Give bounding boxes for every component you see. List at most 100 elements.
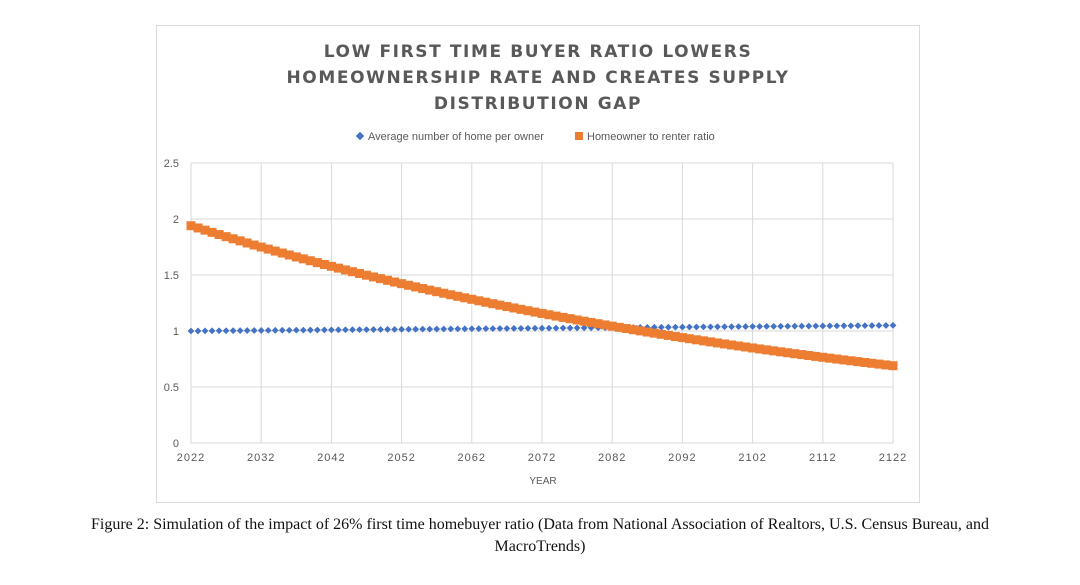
data-point-avg-homes	[770, 322, 778, 330]
data-point-avg-homes	[861, 322, 869, 330]
data-point-avg-homes	[320, 326, 328, 334]
data-point-owner-renter	[495, 300, 505, 310]
data-point-owner-renter	[579, 316, 589, 326]
data-point-avg-homes	[187, 327, 195, 335]
data-point-owner-renter	[755, 344, 765, 354]
data-point-owner-renter	[369, 272, 379, 282]
data-point-owner-renter	[537, 308, 547, 318]
chart-frame: LOW FIRST TIME BUYER RATIO LOWERS HOMEOW…	[156, 25, 920, 503]
data-point-owner-renter	[502, 302, 512, 312]
data-point-owner-renter	[277, 248, 287, 258]
data-point-avg-homes	[552, 324, 560, 332]
data-point-owner-renter	[741, 342, 751, 352]
data-point-avg-homes	[693, 323, 700, 331]
data-point-avg-homes	[889, 322, 897, 329]
data-point-avg-homes	[854, 322, 862, 330]
data-point-avg-homes	[791, 322, 799, 330]
data-point-avg-homes	[229, 327, 237, 335]
data-point-owner-renter	[593, 319, 603, 329]
series-avg-homes-per-owner	[187, 322, 897, 335]
data-point-avg-homes	[763, 323, 771, 330]
data-point-owner-renter	[291, 252, 301, 262]
data-point-owner-renter	[509, 303, 519, 313]
chart-svg: LOW FIRST TIME BUYER RATIO LOWERS HOMEOW…	[164, 42, 907, 487]
data-point-avg-homes	[671, 323, 679, 331]
data-point-owner-renter	[221, 232, 231, 242]
data-point-avg-homes	[412, 325, 420, 333]
data-point-owner-renter	[839, 355, 849, 365]
data-point-owner-renter	[656, 329, 666, 339]
data-point-avg-homes	[749, 323, 756, 330]
x-tick-label: 2052	[387, 452, 415, 464]
data-point-owner-renter	[362, 270, 371, 280]
legend-label-avg-homes: Average number of home per owner	[368, 131, 544, 143]
data-point-avg-homes	[580, 324, 588, 332]
y-tick-label: 2	[173, 214, 179, 226]
data-point-avg-homes	[384, 326, 391, 333]
data-point-avg-homes	[700, 323, 707, 331]
data-point-avg-homes	[847, 322, 855, 330]
data-point-avg-homes	[328, 326, 335, 334]
data-point-owner-renter	[853, 357, 863, 367]
x-tick-label: 2062	[458, 452, 486, 464]
data-point-avg-homes	[363, 326, 370, 333]
y-tick-label: 1	[173, 326, 179, 338]
data-point-avg-homes	[826, 322, 834, 330]
data-point-avg-homes	[545, 324, 553, 332]
legend-marker-avg-homes	[355, 131, 365, 141]
data-point-avg-homes	[271, 326, 279, 334]
data-point-owner-renter	[235, 236, 245, 246]
legend: Average number of home per owner Homeown…	[355, 131, 715, 143]
data-point-owner-renter	[284, 250, 294, 260]
data-point-avg-homes	[812, 322, 820, 330]
data-point-owner-renter	[698, 336, 708, 346]
data-point-owner-renter	[797, 350, 807, 360]
data-point-owner-renter	[397, 279, 407, 289]
data-point-owner-renter	[684, 334, 694, 344]
data-point-avg-homes	[714, 323, 721, 331]
data-point-owner-renter	[642, 327, 652, 337]
data-point-owner-renter	[734, 341, 744, 351]
data-point-avg-homes	[489, 325, 497, 332]
data-point-owner-renter	[207, 227, 217, 237]
data-point-owner-renter	[713, 338, 722, 348]
series-homeowner-renter-ratio	[186, 221, 898, 371]
data-point-avg-homes	[342, 326, 349, 334]
data-point-owner-renter	[783, 348, 793, 358]
data-point-avg-homes	[306, 326, 314, 334]
data-point-avg-homes	[882, 322, 890, 329]
data-point-owner-renter	[270, 246, 280, 256]
y-tick-label: 1.5	[164, 270, 179, 282]
data-point-avg-homes	[299, 326, 307, 334]
data-point-owner-renter	[256, 242, 266, 252]
data-point-owner-renter	[453, 291, 463, 301]
data-point-owner-renter	[705, 337, 715, 347]
data-point-owner-renter	[769, 346, 779, 356]
data-point-owner-renter	[748, 343, 758, 353]
data-point-avg-homes	[215, 327, 223, 335]
data-point-avg-homes	[559, 324, 567, 332]
data-point-owner-renter	[228, 234, 238, 244]
data-point-avg-homes	[250, 327, 258, 334]
data-point-avg-homes	[679, 323, 686, 331]
data-point-avg-homes	[349, 326, 356, 334]
data-point-avg-homes	[833, 322, 841, 330]
data-point-avg-homes	[285, 326, 293, 334]
data-point-owner-renter	[305, 256, 315, 266]
data-point-owner-renter	[200, 225, 210, 235]
data-point-owner-renter	[860, 357, 870, 367]
data-point-owner-renter	[762, 345, 772, 355]
data-point-owner-renter	[818, 352, 828, 362]
data-point-owner-renter	[727, 340, 737, 350]
data-point-avg-homes	[482, 325, 490, 333]
data-point-avg-homes	[208, 327, 216, 335]
data-point-owner-renter	[544, 310, 554, 320]
data-point-avg-homes	[440, 325, 448, 333]
data-point-avg-homes	[475, 325, 483, 333]
data-point-avg-homes	[756, 323, 764, 330]
data-point-avg-homes	[805, 322, 813, 330]
data-point-owner-renter	[186, 221, 196, 231]
data-point-avg-homes	[538, 324, 546, 332]
data-point-owner-renter	[720, 339, 730, 349]
data-point-owner-renter	[586, 317, 596, 327]
